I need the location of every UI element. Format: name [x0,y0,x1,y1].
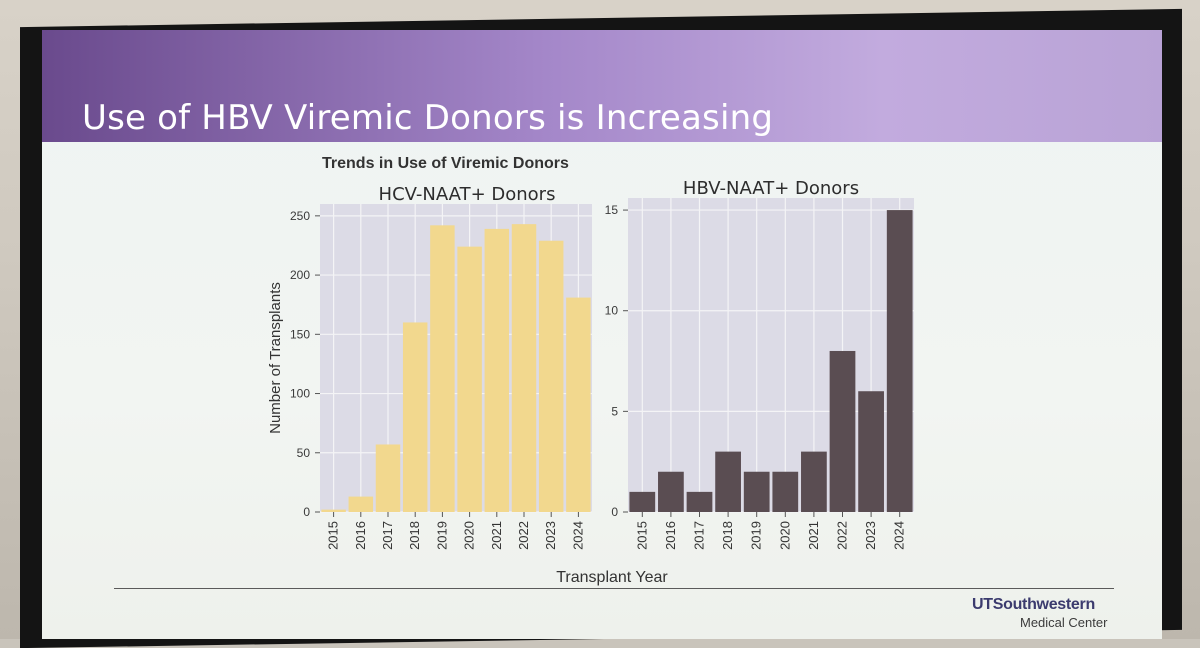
x-tick-label: 2024 [892,521,907,550]
y-tick-label: 5 [611,404,618,418]
y-axis-label: Number of Transplants [267,282,284,434]
bar-2024 [566,297,591,512]
panel-subtitle: HCV-NAAT+ Donors [379,184,556,205]
x-tick-label: 2015 [634,521,649,550]
x-tick-label: 2016 [663,521,678,550]
bar-2022 [511,224,537,512]
y-tick-label: 250 [290,209,310,223]
bar-2016 [348,496,374,512]
x-tick-label: 2021 [489,521,504,550]
bar-2017 [686,491,713,512]
x-tick-label: 2018 [720,521,735,550]
x-tick-label: 2017 [380,521,395,550]
x-tick-label: 2019 [749,521,764,550]
bar-2016 [658,471,684,512]
ut-southwestern-logo: UTSouthwestern [972,596,1095,613]
x-tick-label: 2017 [692,521,707,550]
x-tick-label: 2023 [543,521,558,550]
y-tick-label: 0 [611,505,618,519]
bar-2020 [772,471,799,512]
x-tick-label: 2020 [777,521,792,550]
bar-2018 [402,322,428,512]
bar-2023 [538,240,564,512]
y-tick-label: 200 [290,268,310,282]
slide: Use of HBV Viremic Donors is Increasing … [42,30,1162,639]
bar-2015 [321,509,346,512]
bar-2018 [715,451,741,512]
footer-divider [114,588,1114,589]
x-tick-label: 2018 [407,521,422,550]
x-tick-label: 2015 [326,521,341,550]
bar-2021 [484,228,510,512]
title-band [42,30,1162,142]
x-tick-label: 2021 [806,521,821,550]
bar-2024 [886,210,913,513]
y-tick-label: 10 [605,304,619,318]
y-tick-label: 100 [290,387,310,401]
bar-2019 [743,471,770,512]
y-tick-label: 0 [303,505,310,519]
slide-title: Use of HBV Viremic Donors is Increasing [82,98,774,138]
x-tick-label: 2023 [863,521,878,550]
bar-2023 [858,391,884,512]
bar-2021 [801,451,827,512]
y-tick-label: 50 [297,446,311,460]
panel-subtitle: HBV-NAAT+ Donors [683,178,859,199]
y-tick-label: 150 [290,327,310,341]
bar-2015 [629,491,656,512]
x-tick-label: 2024 [570,521,585,550]
bar-2020 [457,246,482,512]
x-axis-label: Transplant Year [556,569,668,586]
x-tick-label: 2020 [462,521,477,550]
logo-subtitle: Medical Center [1020,615,1108,630]
viremic-donor-charts: Trends in Use of Viremic Donors HCV-NAAT+… [267,155,914,586]
x-tick-label: 2019 [434,521,449,550]
chart-title: Trends in Use of Viremic Donors [322,155,569,172]
bar-2022 [829,350,856,512]
bar-2019 [430,225,455,513]
x-tick-label: 2016 [353,521,368,550]
y-tick-label: 15 [605,203,619,217]
x-tick-label: 2022 [835,521,850,550]
bar-2017 [375,444,401,512]
x-tick-label: 2022 [516,521,531,550]
